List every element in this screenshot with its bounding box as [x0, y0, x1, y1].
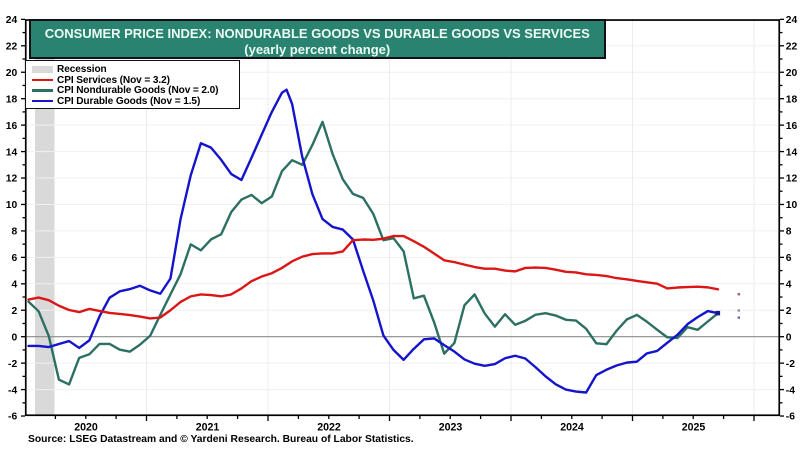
svg-text:6: 6 — [11, 253, 17, 264]
svg-text:-4: -4 — [786, 385, 795, 396]
svg-text:20: 20 — [786, 68, 798, 79]
svg-text:2021: 2021 — [196, 421, 220, 433]
svg-text:4: 4 — [786, 280, 792, 291]
svg-text:2025: 2025 — [682, 421, 706, 433]
svg-text:2: 2 — [786, 306, 792, 317]
svg-text:2: 2 — [11, 306, 17, 317]
svg-text:10: 10 — [6, 200, 18, 211]
svg-text:22: 22 — [6, 41, 18, 52]
svg-text:-6: -6 — [8, 412, 17, 423]
svg-text:8: 8 — [786, 227, 792, 238]
svg-text:24: 24 — [6, 15, 18, 26]
svg-text:0: 0 — [11, 332, 17, 343]
svg-text:-4: -4 — [8, 385, 17, 396]
svg-text:2023: 2023 — [439, 421, 463, 433]
svg-text:-2: -2 — [8, 359, 17, 370]
svg-text:2022: 2022 — [317, 421, 341, 433]
svg-text:14: 14 — [786, 147, 798, 158]
svg-text:18: 18 — [6, 94, 18, 105]
svg-text:2024: 2024 — [560, 421, 584, 433]
svg-text:22: 22 — [786, 41, 798, 52]
svg-text:8: 8 — [11, 227, 17, 238]
svg-text:16: 16 — [786, 121, 798, 132]
svg-text:18: 18 — [786, 94, 798, 105]
svg-text:4: 4 — [11, 280, 17, 291]
svg-text:24: 24 — [786, 15, 798, 26]
svg-text:2020: 2020 — [74, 421, 98, 433]
svg-text:12: 12 — [6, 174, 18, 185]
svg-text:-2: -2 — [786, 359, 795, 370]
svg-text:12: 12 — [786, 174, 798, 185]
svg-text:-6: -6 — [786, 412, 795, 423]
svg-text:20: 20 — [6, 68, 18, 79]
svg-text:0: 0 — [786, 332, 792, 343]
svg-text:14: 14 — [6, 147, 18, 158]
svg-text:16: 16 — [6, 121, 18, 132]
svg-text:10: 10 — [786, 200, 798, 211]
svg-text:6: 6 — [786, 253, 792, 264]
